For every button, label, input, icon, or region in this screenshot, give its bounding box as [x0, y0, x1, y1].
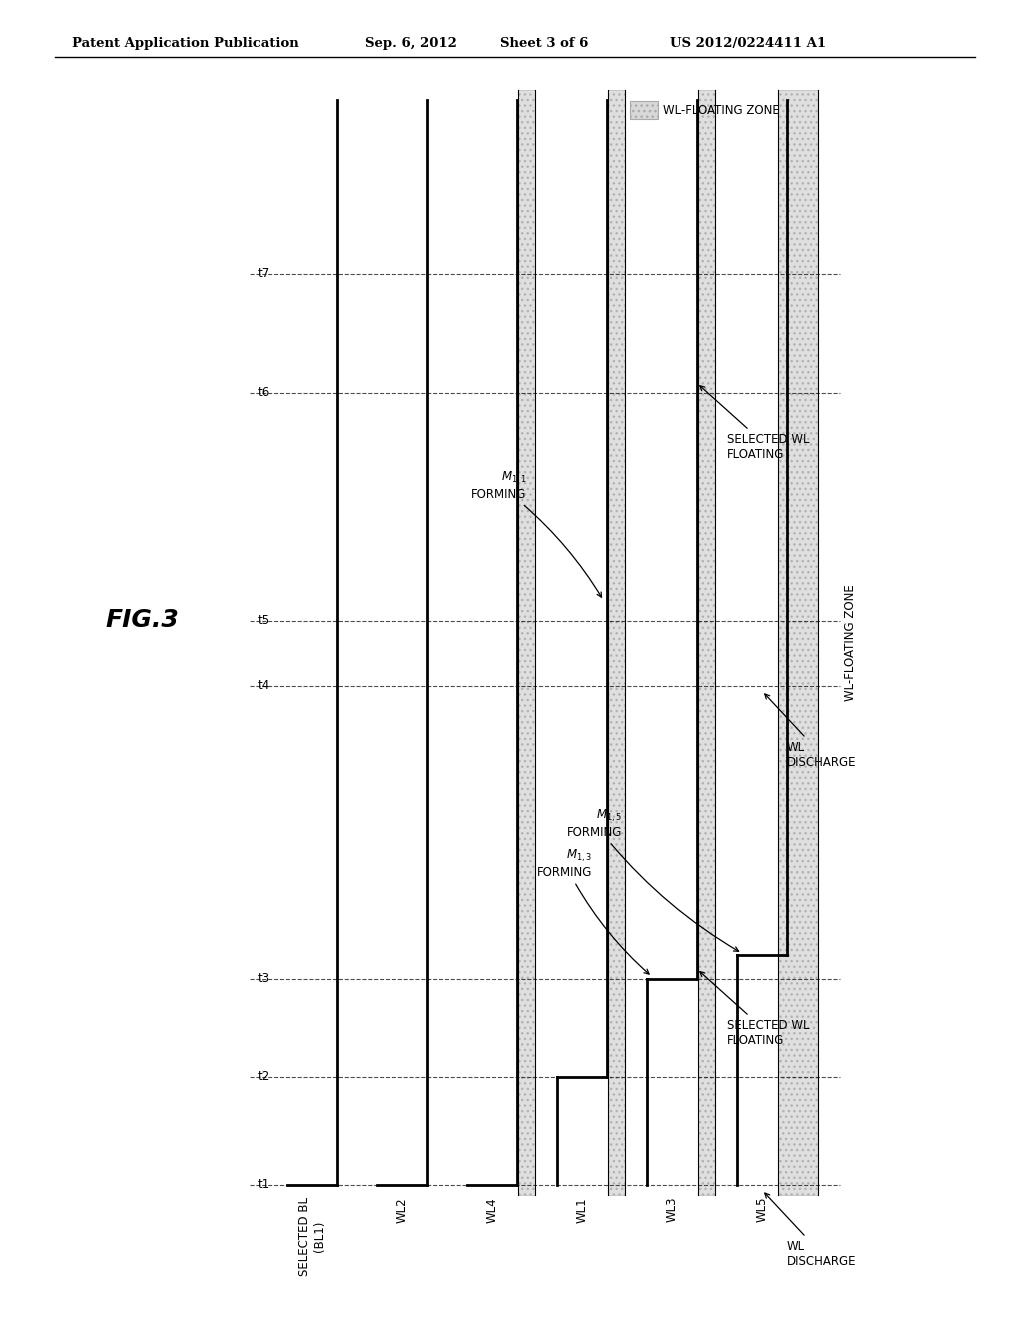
Bar: [697, 90, 715, 1195]
Text: $M_{1,1}$
FORMING: $M_{1,1}$ FORMING: [471, 470, 601, 597]
Text: Patent Application Publication: Patent Application Publication: [72, 37, 299, 50]
Text: WL
DISCHARGE: WL DISCHARGE: [765, 1193, 856, 1269]
Text: t1: t1: [258, 1179, 270, 1192]
Bar: [778, 90, 818, 1195]
Text: t5: t5: [258, 614, 270, 627]
Text: WL1: WL1: [575, 1197, 589, 1222]
Text: t3: t3: [258, 973, 270, 985]
Text: WL2: WL2: [395, 1197, 409, 1222]
Text: t4: t4: [258, 680, 270, 693]
Text: WL
DISCHARGE: WL DISCHARGE: [765, 694, 856, 768]
Text: WL3: WL3: [666, 1197, 679, 1222]
Text: t2: t2: [258, 1071, 270, 1082]
Text: SELECTED BL
(BL1): SELECTED BL (BL1): [298, 1197, 326, 1276]
Bar: [630, 102, 658, 119]
Text: $M_{1,5}$
FORMING: $M_{1,5}$ FORMING: [567, 808, 738, 952]
Text: Sheet 3 of 6: Sheet 3 of 6: [500, 37, 589, 50]
Bar: [607, 90, 625, 1195]
Bar: [518, 90, 535, 1195]
Text: FIG.3: FIG.3: [105, 609, 179, 632]
Text: Sep. 6, 2012: Sep. 6, 2012: [365, 37, 457, 50]
Text: WL-FLOATING ZONE: WL-FLOATING ZONE: [663, 103, 779, 116]
Text: US 2012/0224411 A1: US 2012/0224411 A1: [670, 37, 826, 50]
Text: SELECTED WL
FLOATING: SELECTED WL FLOATING: [699, 972, 809, 1047]
Text: $M_{1,3}$
FORMING: $M_{1,3}$ FORMING: [537, 847, 649, 974]
Text: SELECTED WL
FLOATING: SELECTED WL FLOATING: [699, 385, 809, 461]
Text: t6: t6: [258, 387, 270, 400]
Text: t7: t7: [258, 267, 270, 280]
Text: WL5: WL5: [756, 1197, 768, 1222]
Text: WL4: WL4: [485, 1197, 499, 1222]
Text: WL-FLOATING ZONE: WL-FLOATING ZONE: [844, 585, 856, 701]
